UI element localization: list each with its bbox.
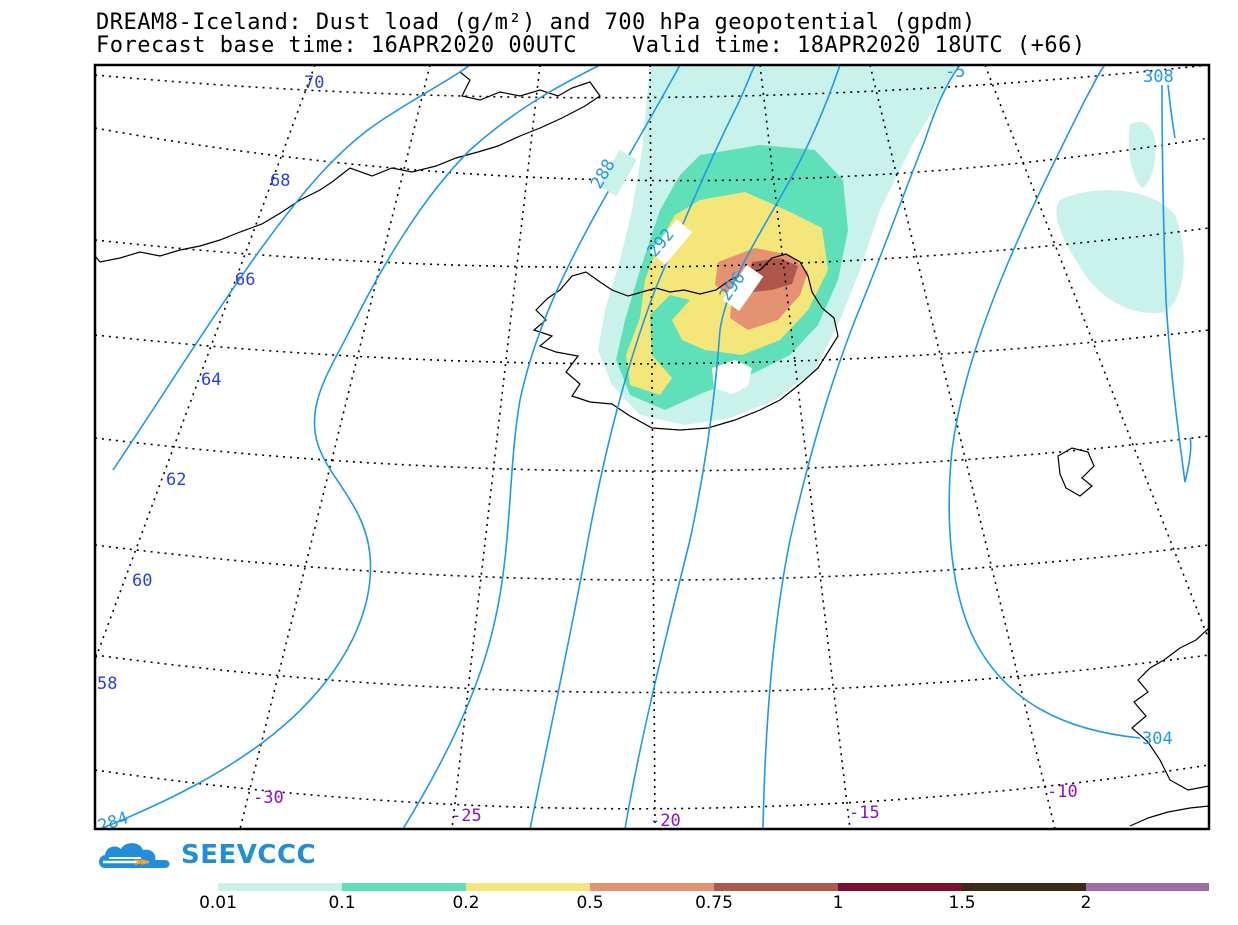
dust-level-0.01-patch-ne <box>1128 121 1156 188</box>
geopotential-contours <box>99 65 1192 829</box>
map-frame <box>93 63 1211 831</box>
colorbar-box-1 <box>218 883 342 891</box>
colorbar-box-4 <box>590 883 714 891</box>
colorbar-box-6 <box>838 883 962 891</box>
seevccc-logo: SEEVCCC <box>95 838 316 872</box>
longitude-label-minus20: -20 <box>650 811 681 831</box>
colorbar-box-7 <box>962 883 1086 891</box>
shetland-coastline <box>1129 805 1209 827</box>
iceland-coastline <box>532 253 839 431</box>
norway-coastline <box>1131 627 1209 791</box>
colorbar-label-7: 1.5 <box>948 893 976 913</box>
longitude-line-10 <box>869 65 1056 829</box>
longitude-label-minus5: -5 <box>945 62 965 82</box>
longitude-line-35 <box>95 65 316 661</box>
coastlines <box>95 71 1209 827</box>
contour-label-304: 304 <box>1142 729 1173 749</box>
latitude-label-58: 58 <box>97 674 117 694</box>
latitude-line-60 <box>95 544 1209 581</box>
colorbar-label-1: 0.01 <box>199 893 237 913</box>
longitude-label-minus30: -30 <box>253 788 284 808</box>
colorbar-label-6: 1 <box>832 893 844 913</box>
contour-line-296 <box>624 65 841 829</box>
latitude-label-68: 68 <box>270 171 290 191</box>
contour-line-300 <box>762 65 961 829</box>
longitude-labels: -30 -25 -20 -15 -10 -5 <box>253 62 1078 831</box>
latitude-label-64: 64 <box>201 370 221 390</box>
colorbar-label-3: 0.2 <box>452 893 480 913</box>
colorbar-box-5 <box>714 883 838 891</box>
latitude-line-58 <box>95 654 1209 694</box>
dust-level-0.01-patch-east <box>1056 190 1184 314</box>
forecast-times: Forecast base time: 16APR2020 00UTC Vali… <box>96 33 1086 58</box>
colorbar-box-2 <box>342 883 466 891</box>
colorbar-label-8: 2 <box>1080 893 1092 913</box>
latitude-label-62: 62 <box>166 470 186 490</box>
dust-level-0.75 <box>748 258 798 292</box>
latitude-label-60: 60 <box>132 571 152 591</box>
colorbar-label-2: 0.1 <box>328 893 356 913</box>
cloud-logo-icon <box>99 843 170 868</box>
dust-load-shading <box>598 65 1184 425</box>
latitude-label-66: 66 <box>235 270 255 290</box>
longitude-line-20 <box>649 65 656 829</box>
longitude-label-minus25: -25 <box>451 806 482 826</box>
contour-label-284: 284 <box>95 808 130 837</box>
longitude-label-minus10: -10 <box>1047 782 1078 802</box>
contour-line-284 <box>99 65 601 829</box>
contour-line-292 <box>529 65 756 829</box>
latitude-label-70: 70 <box>304 73 324 93</box>
latitude-labels: 70 68 66 64 62 60 58 <box>97 73 324 694</box>
contour-line-304 <box>948 65 1141 739</box>
colorbar-label-4: 0.5 <box>576 893 604 913</box>
longitude-line-25 <box>451 65 541 829</box>
longitude-line-30 <box>239 65 431 829</box>
latitude-line-68 <box>95 127 1209 182</box>
colorbar-box-8 <box>1086 883 1209 891</box>
faroe-islands-coastline <box>1057 447 1095 497</box>
greenland-coastline <box>95 71 601 263</box>
colorbar-box-3 <box>466 883 590 891</box>
map-title: DREAM8-Iceland: Dust load (g/m²) and 700… <box>96 10 976 35</box>
longitude-line-5 <box>984 65 1209 641</box>
contour-line-308 <box>1161 84 1192 483</box>
logo-text: SEEVCCC <box>181 840 317 870</box>
longitude-label-minus15: -15 <box>849 803 880 823</box>
dust-free-patch <box>712 360 752 394</box>
contour-labels: 284 288 292 296 304 308 <box>95 67 1174 837</box>
contour-label-308: 308 <box>1143 67 1174 87</box>
graticule <box>95 65 1209 829</box>
colorbar-label-5: 0.75 <box>695 893 733 913</box>
